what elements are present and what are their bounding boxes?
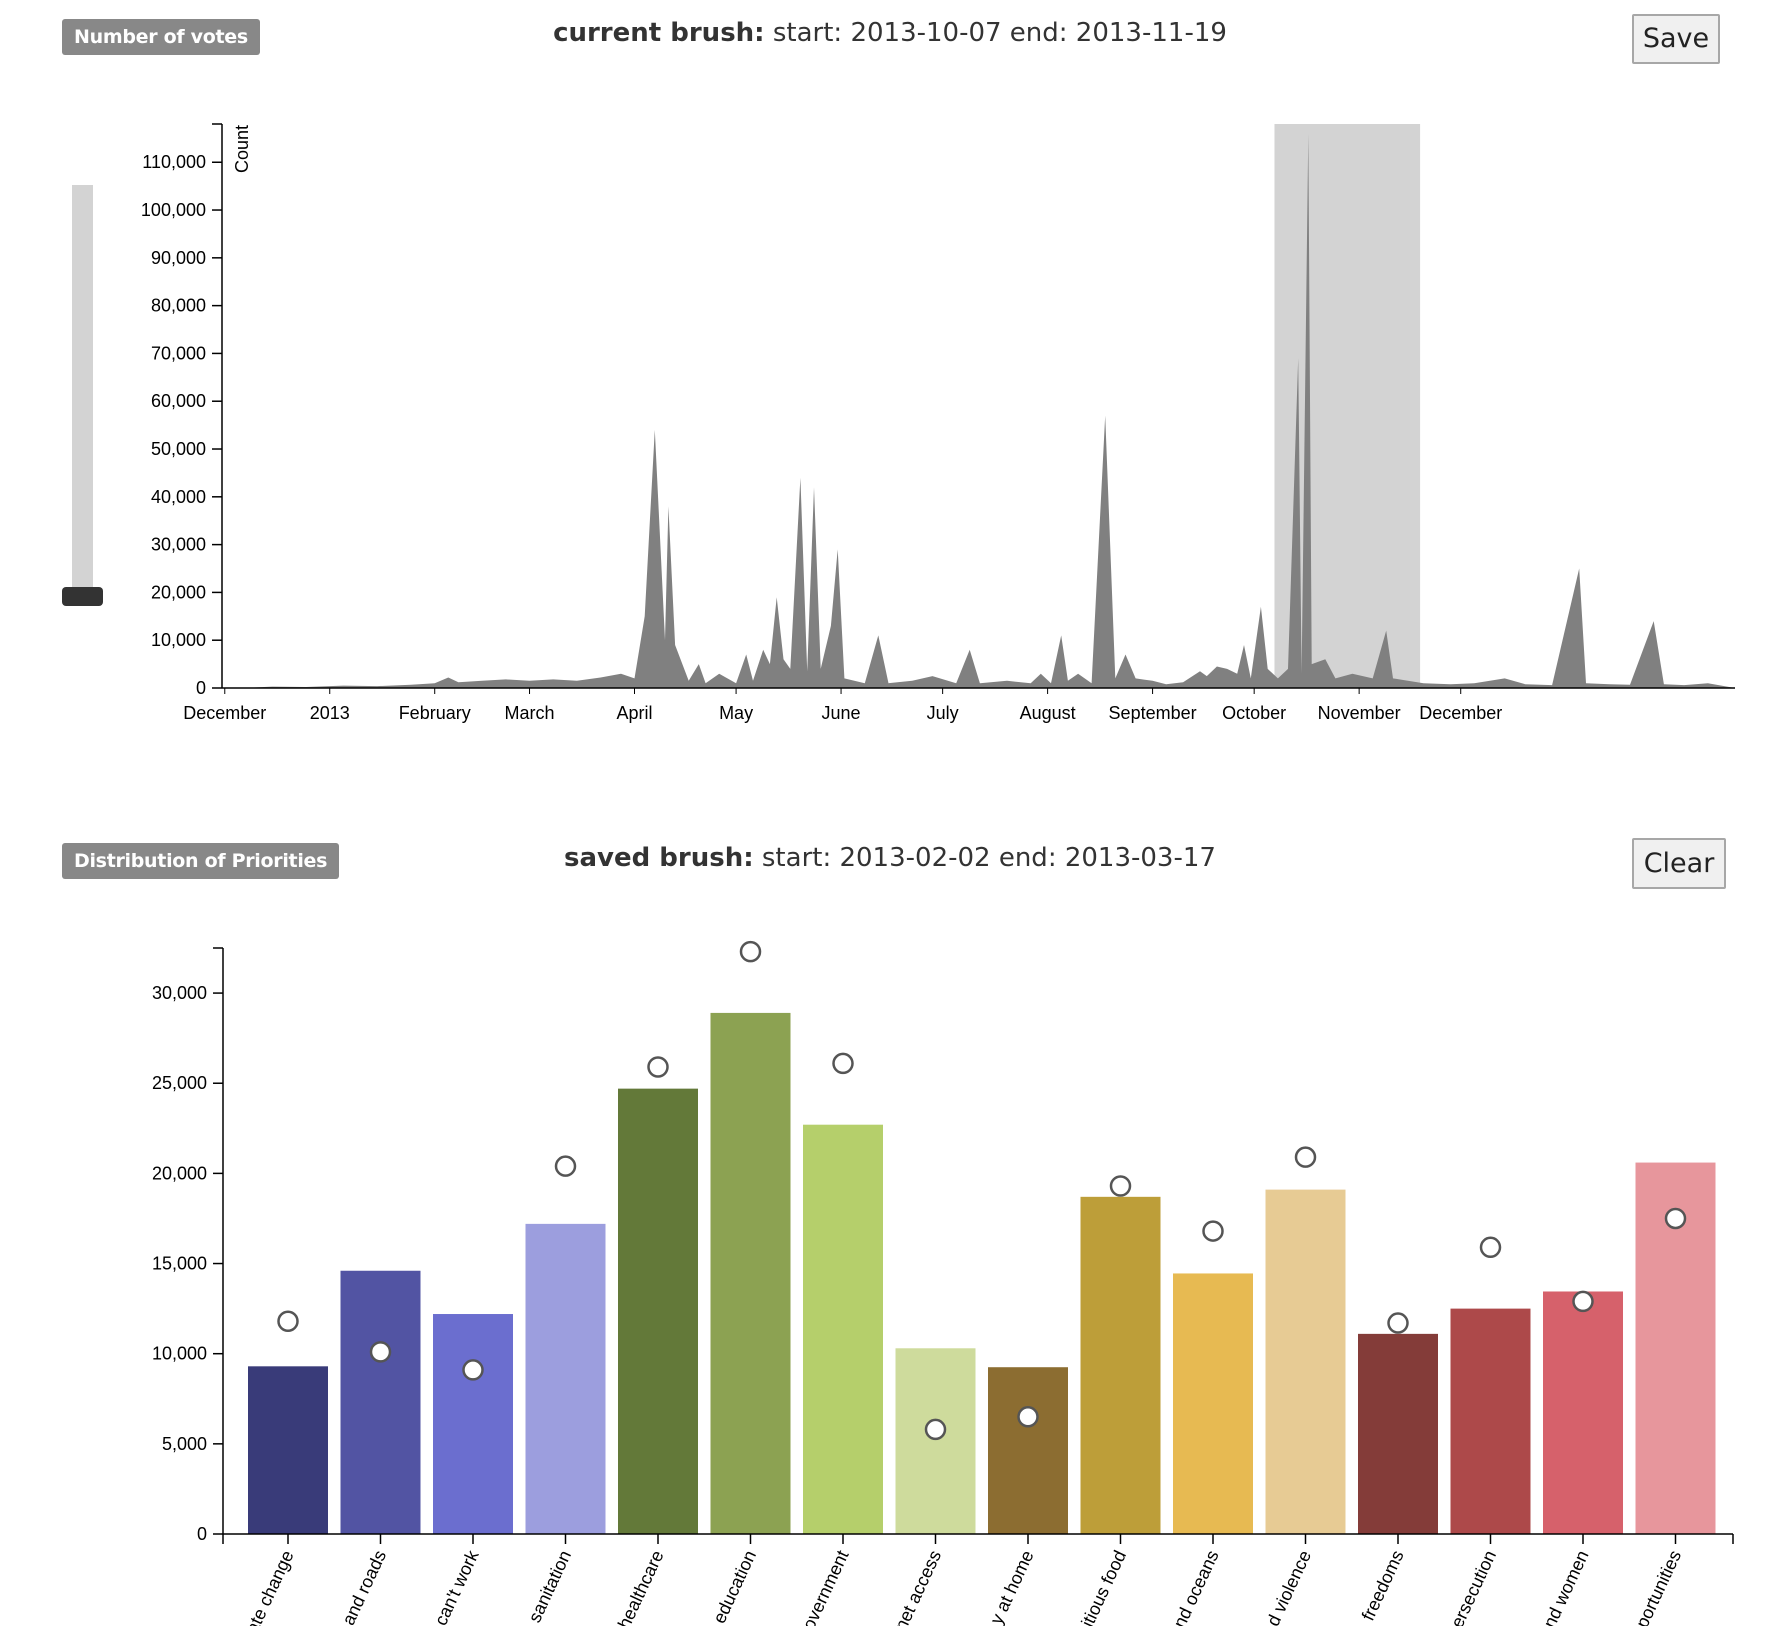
bar [1450, 1308, 1531, 1534]
votes-area-chart: 0 10,000 20,000 30,000 40,000 50,000 60,000 70,… [141, 123, 1736, 723]
saved-brush-marker [1294, 1146, 1317, 1168]
y-tick-label: 40,000 [151, 487, 206, 507]
current-brush-text: current brush: start: 2013-10-07 end: 20… [0, 18, 1780, 48]
saved-brush-marker [924, 1418, 947, 1441]
saved-brush-marker [1109, 1175, 1132, 1197]
x-tick-label: nd women [1539, 1547, 1592, 1626]
x-tick-label: April [616, 703, 652, 723]
x-tick-label: 2013 [310, 703, 350, 723]
bar [1080, 1196, 1161, 1534]
saved-brush-marker [1572, 1290, 1594, 1313]
x-tick-label: November [1318, 703, 1401, 723]
y-axis-title: Count [232, 125, 252, 173]
x-tick-label: September [1109, 703, 1197, 723]
bar [525, 1223, 606, 1534]
priorities-badge: Distribution of Priorities [62, 843, 340, 879]
saved-brush-text: saved brush: start: 2013-02-02 end: 2013… [0, 843, 1780, 873]
saved-brush-marker [832, 1052, 854, 1075]
saved-brush-marker [277, 1310, 299, 1332]
x-tick-label: August [1020, 703, 1076, 723]
x-tick-label: can't work [430, 1546, 483, 1626]
bar [248, 1366, 328, 1534]
saved-brush-marker [1664, 1207, 1687, 1230]
y-tick-label: 30,000 [151, 535, 206, 555]
x-tick-label: d violence [1263, 1547, 1315, 1626]
y-tick-label: 20,000 [152, 1163, 207, 1183]
save-button[interactable]: Save [1632, 14, 1720, 64]
x-tick-label: sanitation [524, 1547, 575, 1625]
saved-brush-marker [647, 1056, 669, 1078]
bar [895, 1348, 976, 1534]
priorities-bar-chart: 0 5,000 10,000 15,000 20,000 25,000 30,000 ate … [152, 940, 1734, 1626]
y-tick-label: 10,000 [151, 630, 206, 650]
saved-brush-marker [369, 1341, 392, 1363]
slider-track[interactable] [72, 185, 93, 590]
y-tick-label: 100,000 [141, 200, 206, 220]
bar [1543, 1291, 1623, 1534]
y-tick-label: 90,000 [151, 248, 206, 268]
votes-badge: Number of votes [62, 19, 260, 55]
x-tick-label: itious food [1077, 1547, 1130, 1626]
y-tick-label: 110,000 [142, 152, 206, 172]
x-tick-label: June [822, 703, 861, 723]
saved-brush-label: saved brush: [564, 843, 754, 873]
bar [803, 1124, 883, 1534]
x-tick-label: freedoms [1358, 1547, 1408, 1623]
x-tick-label: nd oceans [1169, 1547, 1222, 1626]
y-tick-label: 60,000 [151, 391, 206, 411]
saved-brush-marker [462, 1359, 484, 1381]
bar [710, 1012, 791, 1534]
x-tick-label: overnment [799, 1547, 853, 1626]
votes-area [245, 133, 1736, 689]
x-tick-label: December [183, 703, 266, 723]
y-tick-label: 25,000 [152, 1073, 207, 1093]
x-tick-label: February [399, 703, 471, 723]
y-tick-label: 70,000 [151, 343, 206, 363]
x-tick-label: March [505, 703, 555, 723]
bar [1173, 1273, 1253, 1534]
bar [618, 1088, 698, 1534]
y-tick-label: 0 [196, 678, 206, 698]
x-tick-label: December [1419, 703, 1502, 723]
y-tick-label: 80,000 [151, 296, 206, 316]
bar [988, 1367, 1068, 1534]
saved-brush-range: start: 2013-02-02 end: 2013-03-17 [761, 843, 1216, 873]
bar [340, 1270, 421, 1534]
x-tick-label: and roads [338, 1547, 390, 1626]
x-tick-label: ersecution [1447, 1547, 1500, 1626]
y-tick-label: 5,000 [162, 1434, 207, 1454]
y-tick-label: 20,000 [151, 582, 206, 602]
y-tick-label: 15,000 [152, 1254, 207, 1274]
y-tick-label: 10,000 [152, 1344, 207, 1364]
saved-brush-marker [1387, 1312, 1409, 1334]
x-tick-label: net access [891, 1547, 945, 1626]
slider-handle[interactable] [62, 587, 103, 606]
x-tick-label: education [709, 1547, 760, 1626]
bar [433, 1314, 513, 1534]
saved-brush-marker [1202, 1220, 1224, 1242]
x-tick-label: May [719, 703, 753, 723]
current-brush-label: current brush: [553, 18, 765, 48]
clear-button[interactable]: Clear [1632, 838, 1726, 889]
x-tick-label: July [927, 703, 959, 723]
bar [1358, 1333, 1438, 1534]
x-tick-label: October [1222, 703, 1286, 723]
saved-brush-marker [1017, 1406, 1039, 1428]
y-tick-label: 0 [197, 1524, 207, 1544]
x-tick-label: ate change [242, 1547, 298, 1626]
x-tick-label: portunities [1632, 1547, 1685, 1626]
saved-brush-marker [1479, 1236, 1502, 1259]
x-tick-label: y at home [986, 1547, 1038, 1626]
bar [1265, 1189, 1346, 1534]
x-tick-label: healthcare [614, 1547, 668, 1626]
y-tick-label: 30,000 [152, 983, 207, 1003]
saved-brush-marker [554, 1155, 577, 1177]
saved-brush-marker [739, 940, 762, 963]
current-brush-range: start: 2013-10-07 end: 2013-11-19 [772, 18, 1227, 48]
y-tick-label: 50,000 [151, 439, 206, 459]
